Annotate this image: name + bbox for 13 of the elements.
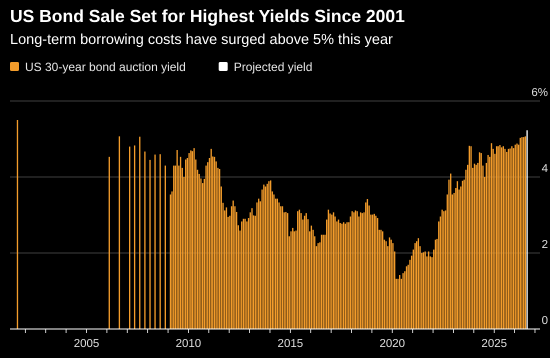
y-tick-label: 2 <box>542 239 548 251</box>
x-tick-label: 2010 <box>176 338 202 350</box>
x-tick-label: 2025 <box>481 338 508 350</box>
legend-label: US 30-year bond auction yield <box>25 60 186 74</box>
chart-subtitle: Long-term borrowing costs have surged above 5% this year <box>10 32 394 48</box>
x-tick-label: 2020 <box>379 338 406 350</box>
x-tick-label: 2015 <box>278 338 304 350</box>
y-tick-label: 6% <box>531 87 548 99</box>
x-tick-label: 2005 <box>74 338 100 350</box>
chart-title: US Bond Sale Set for Highest Yields Since 2001 <box>10 6 406 26</box>
y-tick-label: 4 <box>542 163 549 175</box>
y-tick-label: 0 <box>542 315 548 327</box>
legend-label: Projected yield <box>234 60 312 74</box>
